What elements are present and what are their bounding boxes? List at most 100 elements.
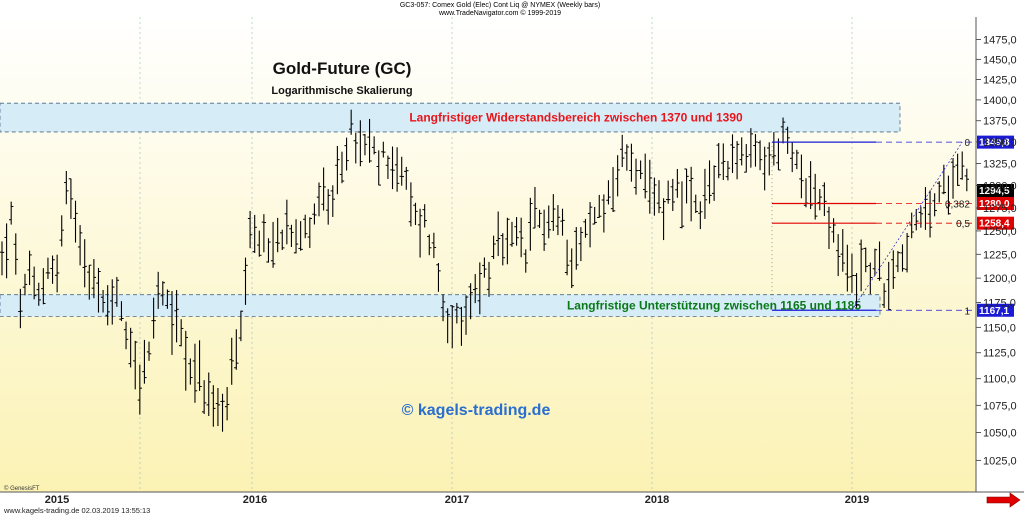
ohlc-bar [399,156,404,186]
y-axis: 1475,0 1450,0 1425,0 1400,0 1375,0 1350,0 1325… [976,35,1017,467]
ohlc-bar [358,120,363,167]
bands: Langfristiger Widerstandsbereich zwische… [0,102,901,317]
ohlc-bar [146,341,152,361]
ohlc-bar [119,301,124,322]
ohlc-bar [615,155,620,197]
ohlc-bar [45,257,51,279]
ohlc-bar [569,248,574,289]
ohlc-bar [454,302,460,324]
ohlc-bar [633,158,639,195]
ohlc-bar [18,288,23,329]
ohlc-bar [59,215,64,247]
ohlc-bar [629,143,634,182]
ohlc-bar [110,279,115,325]
fib-price-label: 1167,1 [979,306,1009,317]
ohlc-bar [307,217,313,248]
ohlc-bar [31,266,37,300]
ohlc-bar [183,330,188,391]
genesis-copyright: © GenesisFT [4,485,40,492]
ohlc-bar [863,247,868,273]
ohlc-bar [964,168,970,192]
fib-ratio-label: 0 [964,138,970,149]
fib-price-label: 1280,0 [979,199,1010,210]
ohlc-bar [771,132,777,166]
x-tick-label: 2019 [845,494,869,506]
ohlc-bar [734,141,740,180]
ohlc-bar [174,290,179,343]
ohlc-bar [721,143,726,180]
ohlc-bar [312,203,317,225]
ohlc-bar [371,136,377,155]
ohlc-bar [643,153,648,199]
ohlc-bar [587,202,593,248]
ohlc-bar [877,241,882,281]
ohlc-bar [234,329,239,370]
x-tick-label: 2015 [45,494,69,506]
ohlc-bar [82,239,87,288]
ohlc-bar [440,294,446,322]
ohlc-bar [394,147,400,192]
resistance-band [0,102,901,133]
ohlc-bar [381,141,386,158]
ohlc-bar [201,380,207,415]
ohlc-bar [27,250,32,286]
ohlc-bar [491,235,496,260]
ohlc-bar [601,194,607,233]
ohlc-bars [0,109,970,432]
ohlc-bar [137,364,143,415]
ohlc-bar [904,232,910,273]
ohlc-bar [77,225,83,266]
ohlc-bar [156,271,161,309]
ohlc-bar [229,337,234,385]
y-tick-label: 1175,0 [983,297,1016,309]
ohlc-bar [321,167,326,211]
ohlc-bar [390,146,395,190]
ohlc-bar [652,177,657,216]
y-tick-label: 1375,0 [983,116,1017,128]
ohlc-bar [87,264,92,300]
ohlc-bar [523,249,528,273]
scroll-right-arrow-icon[interactable] [986,492,1021,508]
ohlc-bar [151,297,156,339]
ohlc-bar [243,257,248,305]
axis-background [976,17,1024,492]
ohlc-bar [845,244,850,292]
ohlc-bar [716,142,721,179]
ohlc-bar [128,327,133,368]
ohlc-bar [22,273,28,296]
ohlc-bar [665,180,671,204]
ohlc-bar [656,180,662,214]
ohlc-bar [767,142,772,176]
ohlc-bar [114,276,120,307]
y-tick-label: 1200,0 [983,273,1017,285]
ohlc-bar [900,244,905,272]
ohlc-bar [100,289,106,313]
fib-price-label: 1349,8 [979,138,1010,149]
ohlc-bar [417,208,423,258]
ohlc-bar [178,319,184,347]
ohlc-bar [831,218,836,243]
ohlc-bar [73,200,78,243]
ohlc-bar [495,211,501,257]
ohlc-bar [445,308,450,344]
chart-title: Gold-Future (GC) [273,59,412,78]
ohlc-bar [316,182,322,217]
last-price-box: 1294,5 [977,183,1014,197]
ohlc-bar [583,218,588,238]
ohlc-bar [891,250,896,289]
ohlc-bar [36,282,41,306]
ohlc-bar [817,189,822,211]
ohlc-bar [881,283,887,308]
ohlc-bar [937,181,942,203]
fib-trend-line [851,141,963,311]
y-tick-label: 1250,0 [983,226,1017,238]
ohlc-bar [707,160,712,204]
ohlc-bar [826,206,832,249]
ohlc-bar [459,306,464,346]
ohlc-bar [353,132,358,164]
support-band [0,294,881,317]
ohlc-bar [950,158,956,199]
ohlc-bar [753,134,758,167]
